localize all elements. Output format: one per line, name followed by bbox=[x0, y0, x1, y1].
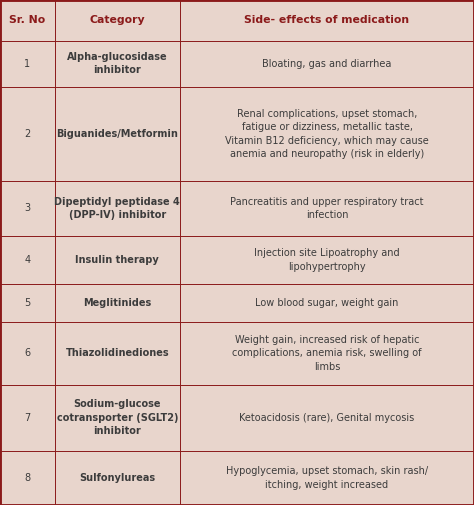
Text: 4: 4 bbox=[24, 255, 30, 265]
Text: 2: 2 bbox=[24, 129, 30, 139]
Text: Sr. No: Sr. No bbox=[9, 15, 46, 25]
Text: Pancreatitis and upper respiratory tract
infection: Pancreatitis and upper respiratory tract… bbox=[230, 197, 424, 220]
Text: Biguanides/Metformin: Biguanides/Metformin bbox=[56, 129, 178, 139]
Text: 5: 5 bbox=[24, 298, 30, 308]
Text: 8: 8 bbox=[24, 473, 30, 483]
Text: Thiazolidinediones: Thiazolidinediones bbox=[65, 348, 169, 359]
Text: Injection site Lipoatrophy and
lipohypertrophy: Injection site Lipoatrophy and lipohyper… bbox=[254, 248, 400, 272]
Text: 7: 7 bbox=[24, 413, 30, 423]
Text: 6: 6 bbox=[24, 348, 30, 359]
Text: 1: 1 bbox=[24, 59, 30, 69]
Text: Meglitinides: Meglitinides bbox=[83, 298, 151, 308]
Text: 3: 3 bbox=[24, 204, 30, 214]
Text: Ketoacidosis (rare), Genital mycosis: Ketoacidosis (rare), Genital mycosis bbox=[239, 413, 415, 423]
Text: Renal complications, upset stomach,
fatigue or dizziness, metallic taste,
Vitami: Renal complications, upset stomach, fati… bbox=[225, 109, 429, 159]
Text: Weight gain, increased risk of hepatic
complications, anemia risk, swelling of
l: Weight gain, increased risk of hepatic c… bbox=[232, 335, 422, 372]
Text: Side- effects of medication: Side- effects of medication bbox=[245, 15, 410, 25]
Text: Low blood sugar, weight gain: Low blood sugar, weight gain bbox=[255, 298, 399, 308]
Text: Bloating, gas and diarrhea: Bloating, gas and diarrhea bbox=[263, 59, 392, 69]
Text: Insulin therapy: Insulin therapy bbox=[75, 255, 159, 265]
Text: Sodium-glucose
cotransporter (SGLT2)
inhibitor: Sodium-glucose cotransporter (SGLT2) inh… bbox=[56, 399, 178, 436]
Text: Category: Category bbox=[90, 15, 145, 25]
Text: Sulfonylureas: Sulfonylureas bbox=[79, 473, 155, 483]
Text: Alpha-glucosidase
inhibitor: Alpha-glucosidase inhibitor bbox=[67, 52, 168, 75]
Text: Hypoglycemia, upset stomach, skin rash/
itching, weight increased: Hypoglycemia, upset stomach, skin rash/ … bbox=[226, 466, 428, 489]
Text: Dipeptidyl peptidase 4
(DPP-IV) inhibitor: Dipeptidyl peptidase 4 (DPP-IV) inhibito… bbox=[55, 197, 180, 220]
